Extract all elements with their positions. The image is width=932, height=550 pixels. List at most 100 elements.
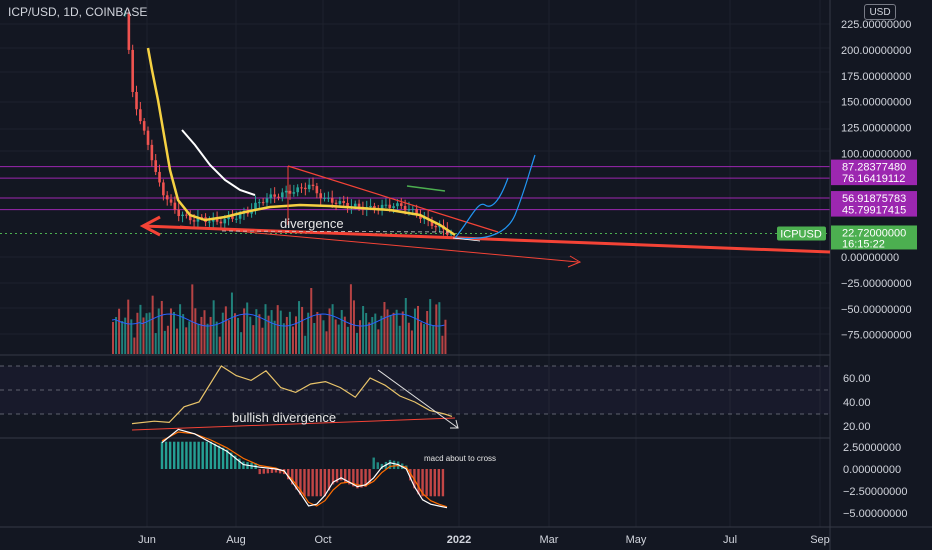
resistance-trendline[interactable] [287, 165, 499, 233]
macd-axis-tick-label: 2.50000000 [843, 442, 901, 454]
trend-drawings[interactable] [139, 154, 831, 268]
macd-histogram-bar [160, 441, 164, 469]
volume-bar [243, 308, 246, 354]
volume-bar [371, 317, 374, 354]
volume-bar [337, 324, 340, 354]
macd-histogram-bar [230, 452, 233, 469]
candle-body [384, 204, 388, 206]
macd-histogram-bar [258, 469, 261, 475]
macd-histogram-bar [164, 441, 168, 469]
candle-body [238, 213, 242, 219]
support-trendline[interactable] [142, 224, 831, 254]
moving-average-yellow [146, 47, 456, 237]
macd-axis[interactable]: 2.50000000 0.00000000 −2.50000000 −5.000000… [843, 442, 908, 520]
lower-trendline-arrowhead[interactable] [567, 255, 582, 268]
candle-body [131, 49, 134, 92]
candle-body [396, 203, 399, 207]
trendline-arrowhead-left[interactable] [139, 215, 161, 237]
macd-histogram-bar [287, 469, 290, 480]
volume-bar [313, 322, 316, 354]
volume-bar [157, 308, 160, 354]
volume-bar [127, 299, 130, 354]
macd-histogram-bar [278, 469, 282, 474]
candle-body [158, 171, 161, 183]
macd-histogram-bar [303, 469, 306, 497]
projection-path-a[interactable] [454, 177, 509, 239]
volume-bar [115, 317, 118, 354]
volume-bar [432, 326, 435, 354]
macd-histogram-bar [425, 469, 428, 497]
macd-histogram-bar [388, 459, 392, 469]
candle-body [403, 205, 407, 211]
macd-histogram-bar [360, 469, 363, 488]
volume-bar [218, 336, 221, 354]
volume-bar [426, 311, 429, 354]
chart-grid [0, 0, 830, 527]
candle-body [254, 202, 257, 210]
rsi-down-arrow-line[interactable] [377, 369, 459, 429]
volume-bar [331, 304, 334, 354]
candle-body [196, 217, 200, 222]
macd-histogram-bar [307, 469, 310, 497]
volume-bar [169, 308, 172, 354]
macd-histogram-bar [213, 443, 217, 469]
rsi-axis[interactable]: 60.00 40.00 20.00 [843, 373, 871, 433]
volume-bar [139, 304, 142, 354]
macd-histogram-bar [319, 469, 322, 497]
currency-button[interactable]: USD [864, 4, 896, 20]
macd-histogram-bar [335, 469, 339, 483]
macd-pane [160, 428, 448, 509]
volume-bar [328, 308, 331, 354]
volume-bar [261, 327, 264, 354]
macd-histogram-bar [274, 469, 278, 473]
volume-bar [340, 310, 343, 354]
candle-body [269, 194, 273, 199]
candle-body [192, 220, 196, 222]
macd-histogram-bar [295, 469, 298, 490]
price-axis-tick-label: 225.00000000 [841, 19, 911, 31]
volume-bar [301, 306, 304, 354]
macd-histogram-bar [311, 469, 314, 497]
white-arrow-line[interactable] [452, 237, 481, 242]
candle-body [411, 208, 415, 210]
volume-bar [182, 314, 185, 354]
candle-body [415, 208, 418, 215]
green-marker-line[interactable] [406, 185, 446, 192]
volume-bar [423, 324, 426, 354]
candle-body [154, 160, 157, 172]
volume-bar [212, 300, 215, 354]
macd-histogram-bar [356, 469, 359, 489]
volume-bar [136, 312, 139, 354]
divergence-label: divergence [280, 216, 344, 231]
price-axis[interactable]: 225.00000000 200.00000000 175.00000000 150.… [841, 19, 912, 342]
volume-bar [188, 321, 191, 354]
rsi-divergence-trendline[interactable] [131, 417, 456, 431]
volume-bar [145, 313, 148, 354]
candle-body [434, 225, 438, 228]
volume-bar [346, 326, 349, 354]
volume-bar [252, 325, 255, 354]
candle-body [127, 13, 131, 50]
time-axis-label: Mar [540, 534, 559, 546]
volume-bar [160, 300, 163, 354]
macd-histogram-bar [225, 449, 229, 469]
time-axis[interactable]: Jun Aug Oct 2022 Mar May Jul Sep [138, 534, 830, 546]
volume-bar [368, 322, 371, 354]
price-tag [831, 191, 917, 206]
candle-body [423, 218, 426, 220]
volume-bar [227, 320, 230, 354]
macd-histogram-bar [323, 469, 327, 497]
projection-path-b[interactable] [454, 154, 536, 240]
macd-histogram-bar [348, 469, 351, 485]
volume-bar [389, 314, 392, 354]
macd-histogram-bar [193, 441, 196, 469]
lower-trendline[interactable] [179, 225, 579, 263]
volume-bar [166, 325, 169, 354]
last-price-label: 22.72000000 [842, 227, 906, 239]
candle-body [430, 219, 434, 226]
volume-bar [118, 308, 121, 354]
candle-body [146, 130, 150, 145]
candle-body [227, 216, 230, 220]
rsi-arrowhead[interactable] [450, 419, 459, 429]
divergence-dashed-line[interactable] [221, 230, 451, 233]
